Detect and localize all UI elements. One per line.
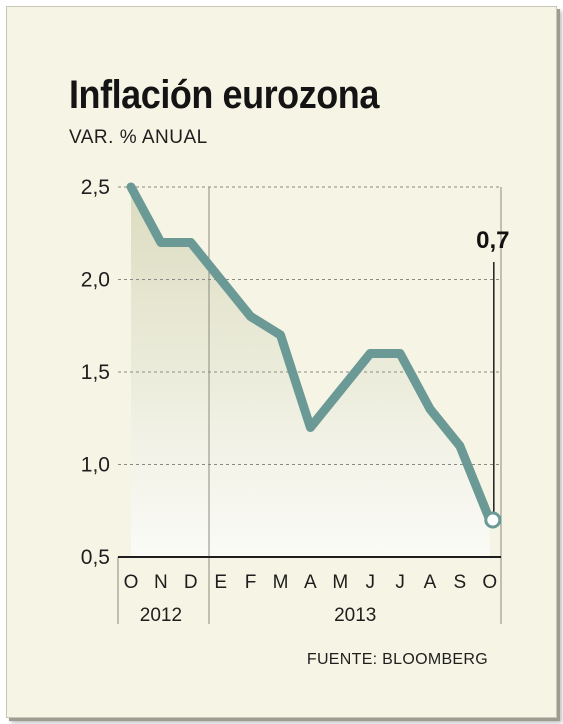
x-tick-label: J [365,572,375,593]
x-tick-label: J [395,572,405,593]
annotation-label: 0,7 [476,227,509,254]
x-tick-label: F [245,572,257,593]
y-tick-label: 1,0 [81,454,110,477]
x-tick-label: M [332,572,348,593]
x-tick-label: D [184,572,198,593]
year-label: 2012 [140,605,182,626]
y-tick-label: 0,5 [81,546,110,569]
y-tick-label: 1,5 [81,361,110,384]
chart-subtitle: VAR. % ANUAL [69,127,208,148]
chart-source: FUENTE: BLOOMBERG [306,651,488,668]
x-tick-label: M [273,572,289,593]
x-tick-label: O [124,572,139,593]
y-tick-label: 2,5 [81,176,110,199]
y-tick-label: 2,0 [81,269,110,292]
x-tick-label: A [304,572,317,593]
x-tick-label: N [154,572,168,593]
end-point-marker [484,511,502,529]
x-tick-label: S [454,572,467,593]
x-tick-label: A [424,572,437,593]
series-line [126,182,495,525]
chart-title: Inflación eurozona [69,73,379,117]
year-label: 2013 [334,605,376,626]
x-tick-label: O [482,572,497,593]
x-tick-label: E [214,572,227,593]
